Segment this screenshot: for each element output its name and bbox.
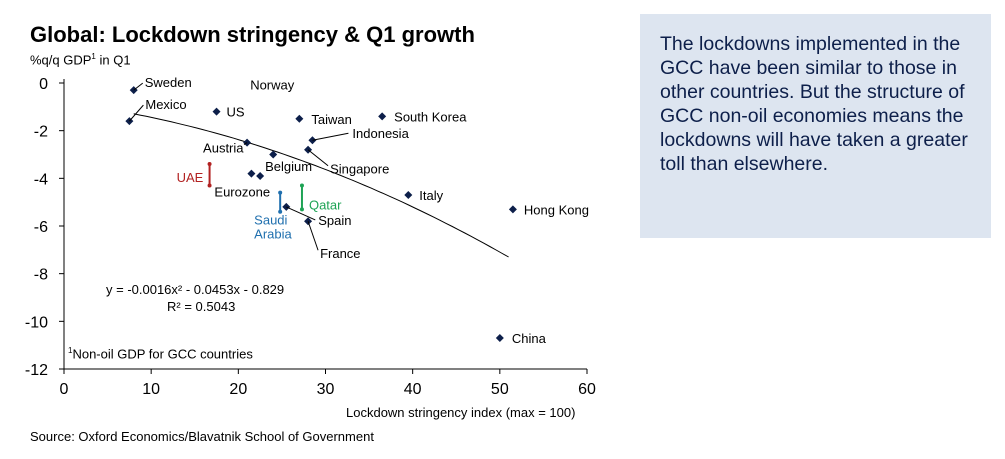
x-tick-label: 40	[404, 381, 422, 398]
y-tick-label: -12	[25, 362, 48, 379]
leader-line	[307, 221, 319, 251]
range-end	[207, 183, 212, 188]
x-tick-label: 20	[229, 381, 247, 398]
x-axis-label: Lockdown stringency index (max = 100)	[346, 405, 576, 420]
leader-line	[128, 104, 144, 122]
y-axis-label: %q/q GDP1 in Q1	[30, 52, 131, 68]
point-label: Norway	[250, 78, 295, 93]
range-label: Arabia	[254, 227, 292, 242]
point-label: Hong Kong	[524, 202, 589, 217]
range-label: UAE	[177, 170, 204, 185]
commentary-text: The lockdowns implemented in the GCC hav…	[660, 33, 968, 175]
scatter-chart: 0 -2 -4 -6 -8 -10 -12 0 10 20 30 40 50 60 Sweden US Mex…	[25, 75, 596, 398]
source-note: Source: Oxford Economics/Blavatnik Schoo…	[30, 429, 374, 444]
data-point-south-korea	[378, 112, 387, 121]
y-tick-label: 0	[39, 76, 48, 93]
equation-label: y = -0.0016x² - 0.0453x - 0.829	[106, 282, 284, 297]
range-end	[278, 190, 283, 195]
data-point-taiwan	[295, 114, 304, 123]
data-point-eurozone	[247, 169, 256, 178]
r-squared-label: R² = 0.5043	[167, 299, 235, 314]
y-tick-label: -2	[34, 124, 48, 141]
x-tick-label: 0	[60, 381, 69, 398]
point-label: US	[227, 105, 245, 120]
data-point-norway	[269, 150, 278, 159]
y-tick-label: -10	[25, 314, 48, 331]
data-point-belgium	[256, 171, 265, 180]
point-label: Singapore	[330, 162, 389, 177]
point-label: Italy	[419, 188, 443, 203]
range-end	[299, 183, 304, 188]
y-tick-label: -4	[34, 171, 48, 188]
point-label: Eurozone	[214, 185, 270, 200]
chart-title: Global: Lockdown stringency & Q1 growth	[30, 22, 475, 47]
y-tick-label: -6	[34, 219, 48, 236]
range-end	[278, 209, 283, 214]
x-tick-label: 10	[142, 381, 160, 398]
point-label: China	[512, 331, 547, 346]
x-tick-label: 30	[317, 381, 335, 398]
y-tick-label: -8	[34, 267, 48, 284]
commentary-box: The lockdowns implemented in the GCC hav…	[640, 14, 991, 238]
footnote: 1Non-oil GDP for GCC countries	[68, 346, 253, 362]
range-end	[207, 162, 212, 167]
range-label: Qatar	[309, 197, 342, 212]
point-label: Sweden	[145, 75, 192, 90]
leader-line	[243, 142, 248, 145]
trendline	[133, 113, 509, 258]
data-point-italy	[404, 191, 413, 200]
point-label: South Korea	[394, 109, 467, 124]
point-label: Belgium	[265, 159, 312, 174]
leader-line	[133, 82, 144, 91]
point-label: Austria	[203, 141, 244, 156]
range-label: Saudi	[254, 213, 287, 228]
x-tick-label: 50	[491, 381, 509, 398]
data-point-china	[495, 334, 504, 343]
data-point-us	[212, 107, 221, 116]
leader-line	[307, 149, 329, 167]
point-label: Taiwan	[311, 112, 351, 127]
x-tick-label: 60	[578, 381, 596, 398]
point-label: Spain	[318, 213, 351, 228]
leader-line	[286, 206, 316, 221]
point-label: Mexico	[145, 97, 186, 112]
data-point-hong-kong	[508, 205, 517, 214]
point-label: France	[320, 246, 360, 261]
point-label: Indonesia	[352, 126, 409, 141]
leader-line	[312, 132, 349, 141]
range-end	[299, 207, 304, 212]
